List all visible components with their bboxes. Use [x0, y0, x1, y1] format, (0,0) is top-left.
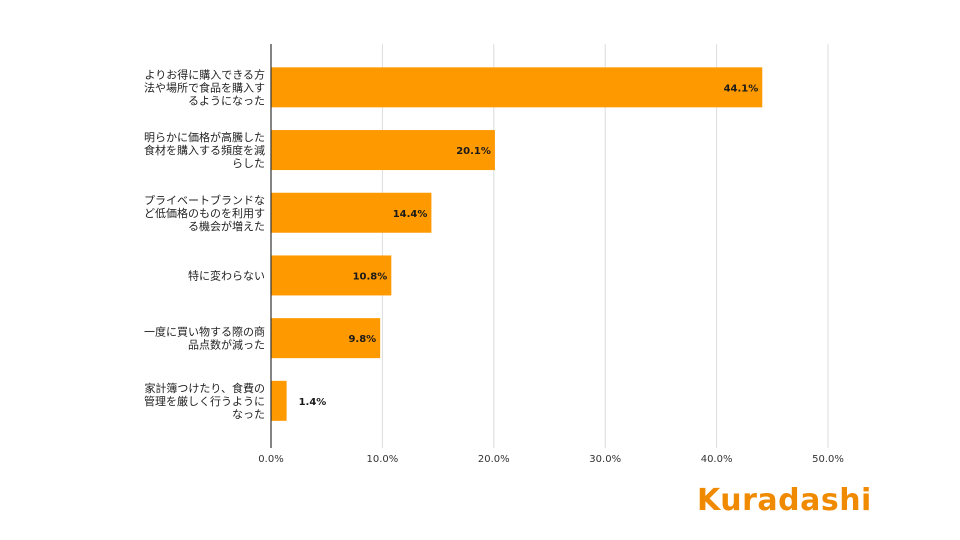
- bar: [271, 192, 432, 233]
- data-label: 9.8%: [348, 334, 376, 345]
- category-label-line: なった: [232, 408, 265, 421]
- bar: [271, 130, 495, 171]
- category-label-line: 明らかに価格が高騰した: [144, 130, 265, 144]
- category-label: 家計簿つけたり、食費の管理を厳しく行うようになった: [144, 381, 265, 421]
- x-tick-label: 30.0%: [589, 454, 621, 465]
- category-label: 特に変わらない: [188, 268, 265, 282]
- category-label-line: 家計簿つけたり、食費の: [144, 381, 265, 395]
- bar: [271, 318, 381, 359]
- x-tick-label: 40.0%: [701, 454, 733, 465]
- x-tick-label: 20.0%: [478, 454, 510, 465]
- bar: [271, 380, 287, 421]
- category-label: プライベートブランドなど低価格のものを利用する機会が増えた: [144, 193, 265, 233]
- kuradashi-logo: Kuradashi: [697, 483, 872, 518]
- category-label: 一度に買い物する際の商品点数が減った: [144, 325, 265, 352]
- category-label-line: 法や場所で食品を購入す: [144, 80, 265, 94]
- category-label-line: らした: [232, 157, 265, 170]
- category-label-line: よりお得に購入できる方: [144, 67, 265, 81]
- x-tick-label: 10.0%: [367, 454, 399, 465]
- category-label: 明らかに価格が高騰した食材を購入する頻度を減らした: [144, 130, 265, 170]
- category-label-line: る機会が増えた: [188, 219, 265, 233]
- bar: [271, 67, 763, 108]
- category-label-line: 品点数が減った: [188, 338, 265, 352]
- data-label: 1.4%: [299, 397, 327, 408]
- category-label-line: るようになった: [188, 94, 265, 107]
- data-label: 14.4%: [393, 209, 428, 220]
- category-label-line: ど低価格のものを利用す: [144, 206, 265, 220]
- x-tick-label: 0.0%: [258, 454, 283, 465]
- category-label-line: 食材を購入する頻度を減: [144, 143, 265, 157]
- data-label: 10.8%: [353, 271, 388, 282]
- category-label-line: 特に変わらない: [188, 268, 265, 282]
- category-label-line: 一度に買い物する際の商: [144, 325, 265, 339]
- data-label: 20.1%: [456, 146, 491, 157]
- data-label: 44.1%: [724, 83, 759, 94]
- category-label-line: 管理を厳しく行うように: [144, 394, 265, 408]
- category-label-line: プライベートブランドな: [144, 193, 265, 207]
- category-label: よりお得に購入できる方法や場所で食品を購入するようになった: [144, 67, 265, 107]
- bar: [271, 255, 392, 296]
- x-tick-label: 50.0%: [812, 454, 844, 465]
